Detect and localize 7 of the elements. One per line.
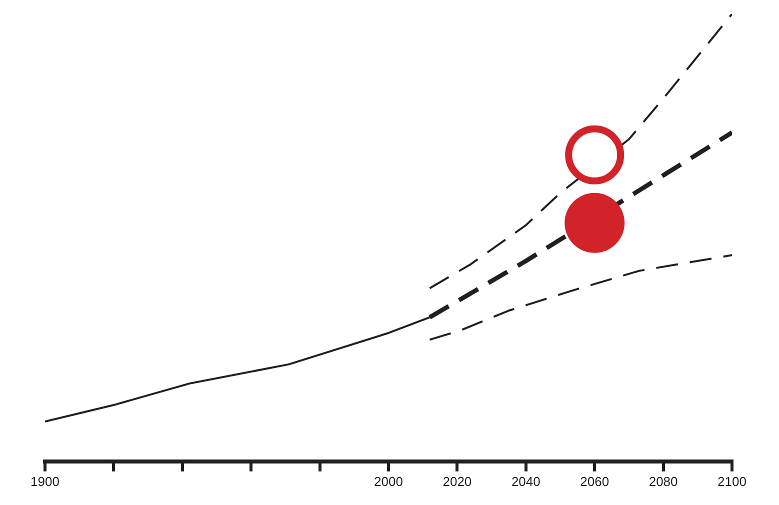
x-tick-label: 2080 [648,474,678,489]
x-tick-label: 1900 [30,474,60,489]
x-tick-label: 2000 [374,474,403,489]
x-tick-label: 2060 [580,474,610,489]
x-tick-label: 2100 [718,474,746,489]
x-tick-label: 2020 [442,474,472,489]
x-tick-label: 2040 [511,474,540,489]
